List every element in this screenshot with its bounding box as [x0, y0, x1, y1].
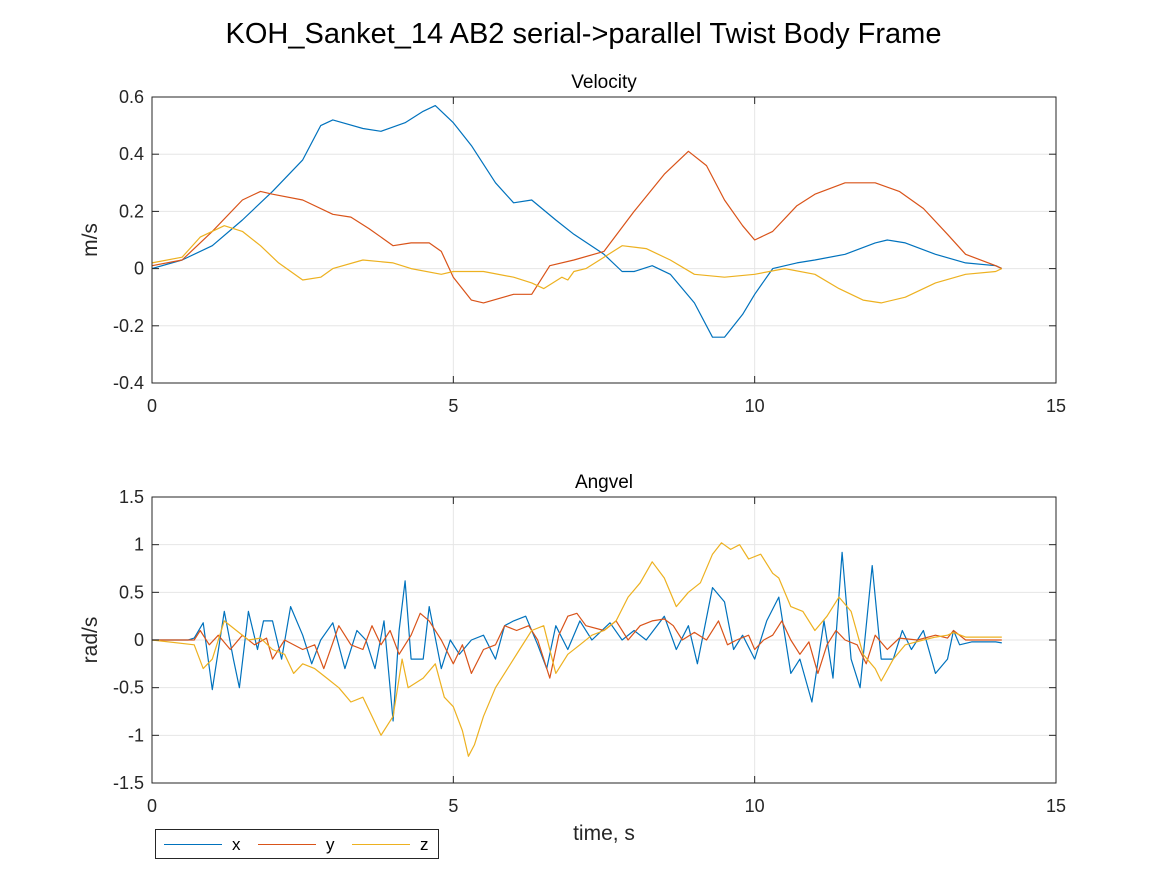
- angvel-series-x: [152, 551, 1002, 722]
- angvel-ylabel: rad/s: [79, 617, 102, 664]
- angvel-series-z: [151, 542, 1002, 757]
- velocity-ytick-label: 0.6: [119, 87, 144, 107]
- angvel-title: Angvel: [575, 472, 633, 493]
- angvel-series-y: [152, 612, 1002, 679]
- legend-label-z: z: [420, 835, 429, 854]
- velocity-ytick-label: 0: [134, 259, 144, 279]
- velocity-series-x: [151, 105, 1003, 338]
- velocity-ylabel: m/s: [79, 223, 102, 257]
- legend-swatch-z: [352, 844, 410, 845]
- legend-swatch-x: [164, 844, 222, 845]
- legend-label-y: y: [326, 835, 335, 854]
- angvel-xtick-label: 5: [448, 796, 458, 816]
- angvel-ytick-label: -0.5: [113, 678, 144, 698]
- angvel-ytick-label: -1.5: [113, 773, 144, 793]
- angvel-ytick-label: 1.5: [119, 487, 144, 507]
- figure-title: KOH_Sanket_14 AB2 serial->parallel Twist…: [225, 18, 942, 50]
- angvel-xtick-label: 15: [1046, 796, 1066, 816]
- angvel-xtick-label: 10: [745, 796, 765, 816]
- velocity-series-z: [151, 225, 1003, 304]
- velocity-ytick-label: 0.2: [119, 201, 144, 221]
- velocity-xtick-label: 15: [1046, 396, 1066, 416]
- velocity-title: Velocity: [571, 72, 637, 93]
- velocity-plot-area: [152, 97, 1056, 383]
- velocity-series-y: [151, 150, 1003, 304]
- angvel-ytick-label: -1: [128, 725, 144, 745]
- angvel-ytick-label: 0: [134, 630, 144, 650]
- angvel-ytick-label: 1: [134, 535, 144, 555]
- legend-swatch-y: [258, 844, 316, 845]
- angvel-xlabel: time, s: [573, 822, 635, 845]
- angvel-ytick-label: 0.5: [119, 582, 144, 602]
- velocity-ytick-label: 0.4: [119, 144, 144, 164]
- velocity-ytick-label: -0.4: [113, 373, 144, 393]
- velocity-axes-box: [151, 96, 1057, 384]
- angvel-xtick-label: 0: [147, 796, 157, 816]
- velocity-xtick-label: 0: [147, 396, 157, 416]
- velocity-xtick-label: 10: [745, 396, 765, 416]
- legend-label-x: x: [232, 835, 241, 854]
- velocity-xtick-label: 5: [448, 396, 458, 416]
- legend: x y z: [155, 829, 439, 859]
- velocity-ytick-label: -0.2: [113, 316, 144, 336]
